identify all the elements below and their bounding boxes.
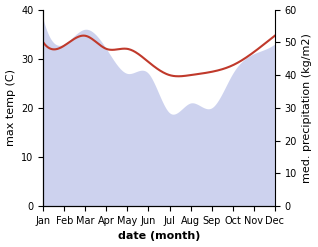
Y-axis label: max temp (C): max temp (C): [5, 69, 16, 146]
Y-axis label: med. precipitation (kg/m2): med. precipitation (kg/m2): [302, 33, 313, 183]
X-axis label: date (month): date (month): [118, 231, 200, 242]
